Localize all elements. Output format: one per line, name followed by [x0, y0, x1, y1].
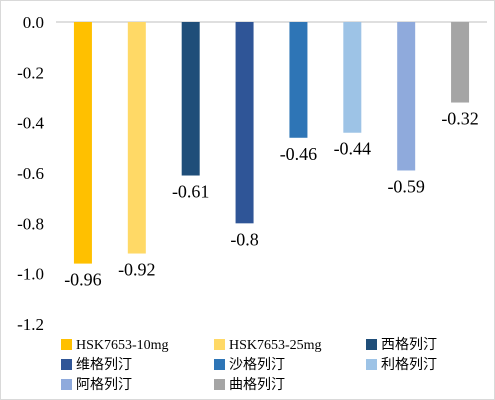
y-tick-label: -0.2 — [17, 63, 44, 82]
legend-label: 阿格列汀 — [76, 377, 132, 393]
data-label: -0.59 — [387, 176, 425, 196]
data-label: -0.61 — [172, 182, 210, 202]
legend-label: HSK7653-10mg — [76, 338, 169, 353]
y-tick-label: -0.8 — [17, 214, 44, 233]
data-label: -0.8 — [230, 229, 259, 249]
legend-swatch — [214, 359, 225, 370]
bar — [289, 22, 308, 138]
data-label: -0.96 — [64, 270, 102, 290]
bar — [73, 22, 92, 264]
legend-label: 维格列汀 — [76, 357, 132, 373]
data-labels-layer: -0.96 -0.92 -0.61 -0.8 -0.46 -0.44 -0.59 -0.32 — [64, 109, 479, 290]
data-label: -0.32 — [441, 109, 479, 129]
legend-swatch — [61, 359, 72, 370]
y-tick-label: 0.0 — [23, 13, 44, 32]
data-label: -0.44 — [334, 139, 372, 159]
y-tick-label: -0.6 — [17, 164, 44, 183]
legend-label: 曲格列汀 — [229, 377, 285, 393]
legend-label: 沙格列汀 — [229, 357, 285, 373]
legend-swatch — [366, 359, 377, 370]
bars-layer — [73, 22, 470, 264]
bar — [235, 22, 254, 224]
legend-label: HSK7653-25mg — [229, 338, 322, 353]
y-tick-label: -1.0 — [17, 265, 44, 284]
data-label: -0.92 — [118, 260, 156, 280]
y-tick-label: -1.2 — [17, 315, 44, 334]
legend-swatch — [61, 339, 72, 350]
bar — [181, 22, 200, 176]
y-tick-label: -0.4 — [17, 114, 44, 133]
legend-swatch — [214, 339, 225, 350]
bar — [343, 22, 362, 133]
bar — [127, 22, 146, 254]
data-label: -0.46 — [280, 144, 318, 164]
legend-label: 利格列汀 — [381, 357, 437, 373]
legend-swatch — [61, 379, 72, 390]
legend-label: 西格列汀 — [381, 337, 437, 353]
bar — [397, 22, 416, 171]
bar — [451, 22, 470, 103]
legend-swatch — [214, 379, 225, 390]
legend-swatch — [366, 339, 377, 350]
